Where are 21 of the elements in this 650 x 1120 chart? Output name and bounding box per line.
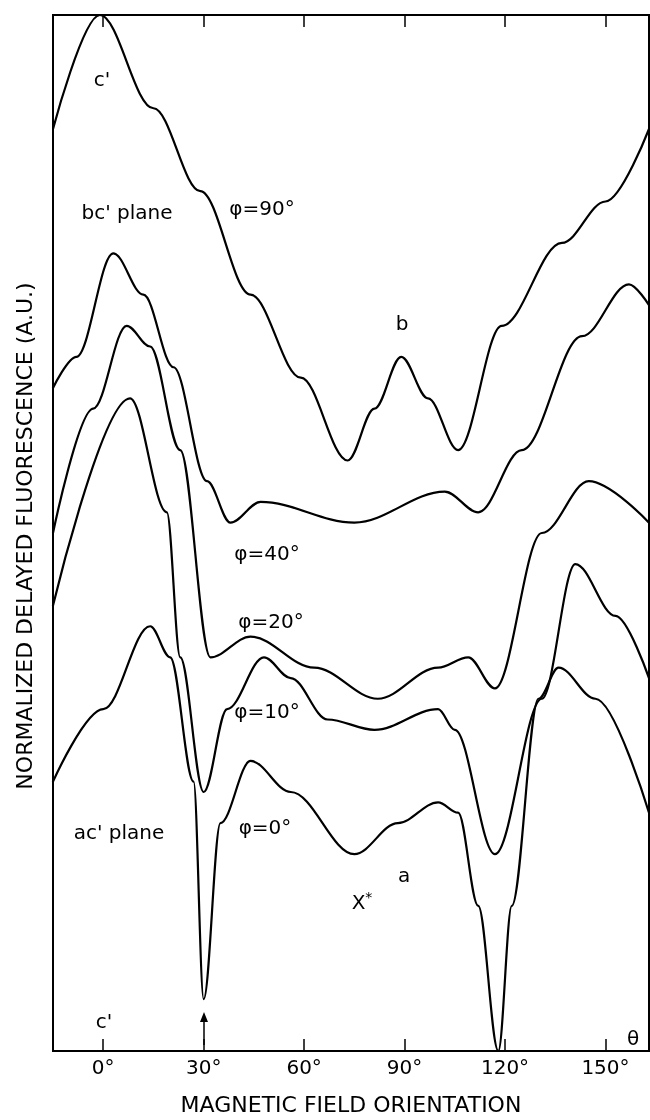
annotation: bc' plane: [81, 200, 173, 224]
y-axis-title: NORMALIZED DELAYED FLUORESCENCE (A.U.): [11, 282, 37, 790]
annotation: φ=10°: [234, 699, 300, 723]
annotation: b: [395, 311, 409, 335]
x-tick-label: 150°: [581, 1055, 630, 1079]
annotation: θ: [626, 1026, 640, 1050]
x-tick-label: 90°: [386, 1055, 423, 1079]
annotation: φ=0°: [238, 815, 292, 839]
annotation: φ=90°: [229, 196, 295, 220]
x-tick-label: 0°: [91, 1055, 115, 1079]
annotation: φ=40°: [234, 541, 300, 565]
x-axis-title: MAGNETIC FIELD ORIENTATION: [180, 1091, 522, 1117]
annotation: X*: [351, 889, 373, 914]
annotation: a: [397, 863, 411, 887]
x-tick-label: 30°: [185, 1055, 222, 1079]
annotation: c': [93, 67, 111, 91]
x-tick-label: 60°: [286, 1055, 322, 1079]
x-tick-label: 120°: [480, 1055, 530, 1079]
annotation: ac' plane: [73, 820, 165, 844]
annotation: φ=20°: [238, 609, 304, 633]
annotation: c': [95, 1009, 113, 1033]
